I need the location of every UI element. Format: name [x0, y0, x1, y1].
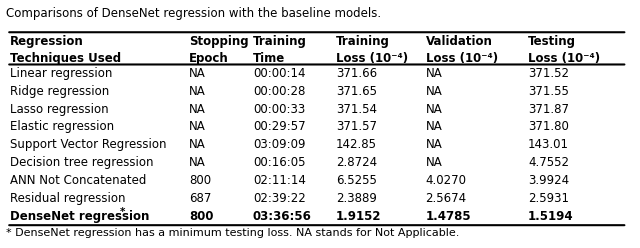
Text: Testing
Loss (10⁻⁴): Testing Loss (10⁻⁴): [528, 35, 600, 65]
Text: Training
Loss (10⁻⁴): Training Loss (10⁻⁴): [336, 35, 408, 65]
Text: 2.8724: 2.8724: [336, 156, 377, 169]
Text: 371.55: 371.55: [528, 85, 569, 98]
Text: 371.80: 371.80: [528, 121, 569, 133]
Text: Training
Time: Training Time: [253, 35, 307, 65]
Text: 03:09:09: 03:09:09: [253, 138, 305, 151]
Text: 00:00:33: 00:00:33: [253, 103, 305, 116]
Text: 00:29:57: 00:29:57: [253, 121, 305, 133]
Text: 4.7552: 4.7552: [528, 156, 569, 169]
Text: Regression
Techniques Used: Regression Techniques Used: [10, 35, 121, 65]
Text: 02:39:22: 02:39:22: [253, 192, 305, 205]
Text: 6.5255: 6.5255: [336, 174, 377, 187]
Text: NA: NA: [189, 156, 205, 169]
Text: Validation
Loss (10⁻⁴): Validation Loss (10⁻⁴): [426, 35, 498, 65]
Text: Decision tree regression: Decision tree regression: [10, 156, 153, 169]
Text: Comparisons of DenseNet regression with the baseline models.: Comparisons of DenseNet regression with …: [6, 7, 381, 20]
Text: NA: NA: [426, 121, 442, 133]
Text: 3.9924: 3.9924: [528, 174, 569, 187]
Text: 00:00:28: 00:00:28: [253, 85, 305, 98]
Text: Ridge regression: Ridge regression: [10, 85, 109, 98]
Text: 00:16:05: 00:16:05: [253, 156, 305, 169]
Text: 371.87: 371.87: [528, 103, 569, 116]
Text: 1.5194: 1.5194: [528, 210, 573, 223]
Text: 800: 800: [189, 210, 213, 223]
Text: 371.66: 371.66: [336, 67, 377, 80]
Text: * DenseNet regression has a minimum testing loss. NA stands for Not Applicable.: * DenseNet regression has a minimum test…: [6, 228, 460, 238]
Text: 4.0270: 4.0270: [426, 174, 467, 187]
Text: 371.57: 371.57: [336, 121, 377, 133]
Text: 02:11:14: 02:11:14: [253, 174, 306, 187]
Text: NA: NA: [426, 67, 442, 80]
Text: Linear regression: Linear regression: [10, 67, 112, 80]
Text: NA: NA: [426, 103, 442, 116]
Text: NA: NA: [189, 103, 205, 116]
Text: *: *: [120, 207, 125, 217]
Text: 143.01: 143.01: [528, 138, 569, 151]
Text: Stopping
Epoch: Stopping Epoch: [189, 35, 248, 65]
Text: 2.5674: 2.5674: [426, 192, 467, 205]
Text: 00:00:14: 00:00:14: [253, 67, 305, 80]
Text: DenseNet regression: DenseNet regression: [10, 210, 149, 223]
Text: Elastic regression: Elastic regression: [10, 121, 114, 133]
Text: 371.52: 371.52: [528, 67, 569, 80]
Text: NA: NA: [426, 85, 442, 98]
Text: 2.3889: 2.3889: [336, 192, 377, 205]
Text: NA: NA: [189, 138, 205, 151]
Text: NA: NA: [426, 156, 442, 169]
Text: ANN Not Concatenated: ANN Not Concatenated: [10, 174, 146, 187]
Text: 1.9152: 1.9152: [336, 210, 381, 223]
Text: 142.85: 142.85: [336, 138, 377, 151]
Text: NA: NA: [189, 85, 205, 98]
Text: NA: NA: [426, 138, 442, 151]
Text: NA: NA: [189, 121, 205, 133]
Text: 1.4785: 1.4785: [426, 210, 471, 223]
Text: NA: NA: [189, 67, 205, 80]
Text: 687: 687: [189, 192, 211, 205]
Text: 03:36:56: 03:36:56: [253, 210, 312, 223]
Text: Residual regression: Residual regression: [10, 192, 125, 205]
Text: Lasso regression: Lasso regression: [10, 103, 108, 116]
Text: Support Vector Regression: Support Vector Regression: [10, 138, 166, 151]
Text: 371.65: 371.65: [336, 85, 377, 98]
Text: 2.5931: 2.5931: [528, 192, 569, 205]
Text: 800: 800: [189, 174, 211, 187]
Text: 371.54: 371.54: [336, 103, 377, 116]
